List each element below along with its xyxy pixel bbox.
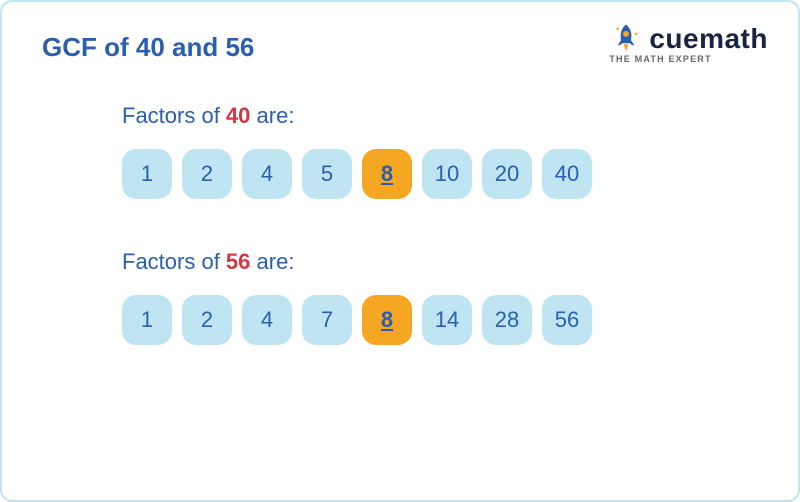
factor-chip: 28 — [482, 295, 532, 345]
factor-chip: 5 — [302, 149, 352, 199]
factor-chip: 2 — [182, 295, 232, 345]
logo-text: cuemath — [649, 23, 768, 55]
factor-chip: 2 — [182, 149, 232, 199]
factor-chip: 8 — [362, 295, 412, 345]
number-40: 40 — [226, 103, 250, 128]
factors-56-chips: 12478142856 — [122, 295, 758, 345]
logo: cuemath THE MATH EXPERT — [609, 22, 768, 64]
factor-chip: 7 — [302, 295, 352, 345]
factor-chip: 14 — [422, 295, 472, 345]
factor-chip: 8 — [362, 149, 412, 199]
factor-chip: 20 — [482, 149, 532, 199]
factor-chip: 10 — [422, 149, 472, 199]
suffix: are: — [250, 103, 294, 128]
factor-chip: 1 — [122, 295, 172, 345]
factor-chip: 56 — [542, 295, 592, 345]
logo-tagline: THE MATH EXPERT — [609, 54, 768, 64]
factor-chip: 4 — [242, 149, 292, 199]
suffix: are: — [250, 249, 294, 274]
factor-chip: 1 — [122, 149, 172, 199]
factors-40-title: Factors of 40 are: — [122, 103, 758, 129]
prefix: Factors of — [122, 249, 226, 274]
number-56: 56 — [226, 249, 250, 274]
main-panel: GCF of 40 and 56 cuemath THE MATH EXPERT… — [0, 0, 800, 502]
logo-main: cuemath — [609, 22, 768, 56]
section-40: Factors of 40 are: 12458102040 — [122, 103, 758, 199]
factors-40-chips: 12458102040 — [122, 149, 758, 199]
prefix: Factors of — [122, 103, 226, 128]
rocket-icon — [609, 22, 643, 56]
factor-chip: 40 — [542, 149, 592, 199]
section-56: Factors of 56 are: 12478142856 — [122, 249, 758, 345]
factor-chip: 4 — [242, 295, 292, 345]
factors-56-title: Factors of 56 are: — [122, 249, 758, 275]
